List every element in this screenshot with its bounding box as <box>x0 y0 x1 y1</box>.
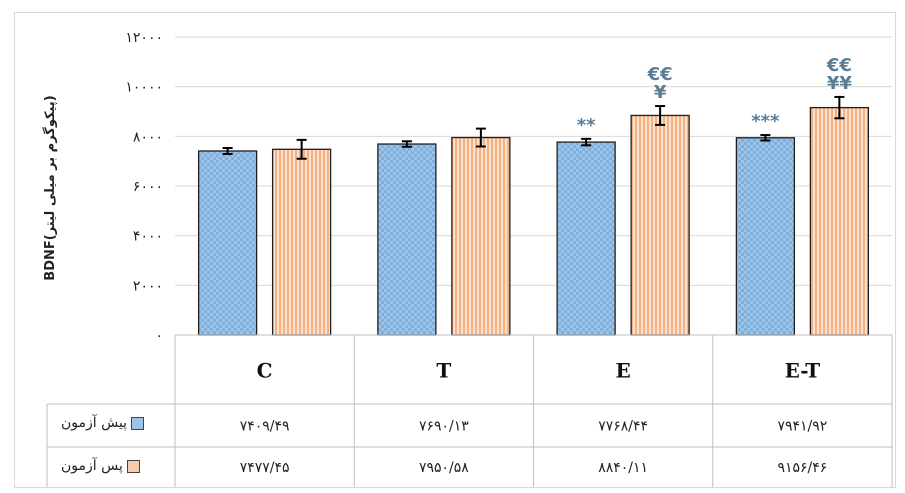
category-label: T <box>436 359 451 383</box>
significance-marker: ¥ <box>654 82 667 103</box>
table-value: ۷۷۶۸/۴۴ <box>598 419 648 435</box>
category-label: C <box>257 359 273 383</box>
legend-row-pretest: پیش آزمون <box>61 411 145 435</box>
table-value: ۹۱۵۶/۴۶ <box>777 460 827 476</box>
significance-marker: €€ <box>826 55 852 76</box>
legend-row-posttest: پس آزمون <box>61 454 140 478</box>
legend-label-posttest: پس آزمون <box>61 458 123 474</box>
bar <box>197 150 258 336</box>
category-label: E <box>616 359 631 383</box>
significance-marker: €€ <box>647 64 673 85</box>
table-value: ۸۸۴۰/۱۱ <box>598 460 648 476</box>
table-value: ۷۴۷۷/۴۵ <box>240 460 290 476</box>
bar <box>271 148 332 336</box>
significance-marker: ¥¥ <box>827 73 853 94</box>
y-tick-label: ۰ <box>155 328 163 344</box>
table-value: ۷۹۴۱/۹۲ <box>777 419 827 435</box>
y-tick-label: ۶۰۰۰ <box>133 179 163 195</box>
legend-swatch-pretest <box>131 416 145 430</box>
y-tick-label: ۸۰۰۰ <box>133 129 163 145</box>
legend-label-pretest: پیش آزمون <box>61 415 128 431</box>
y-tick-label: ۱۰۰۰۰ <box>125 80 163 96</box>
category-label: E-T <box>785 359 821 383</box>
significance-marker: *** <box>751 111 780 132</box>
y-axis-label: BDNF(پیکوگرم بر میلی لیتر) <box>43 95 58 281</box>
y-axis-label-wrap: BDNF(پیکوگرم بر میلی لیتر) <box>39 73 63 303</box>
chart-frame: ۰ ۲۰۰۰ ۴۰۰۰ ۶۰۰۰ ۸۰۰۰ ۱۰۰۰۰ ۱۲۰۰۰ ** €€ ¥ *** €€ ¥¥… <box>14 12 896 488</box>
significance-marker: ** <box>577 115 596 136</box>
table-value: ۷۴۰۹/۴۹ <box>240 419 290 435</box>
bar <box>809 106 870 336</box>
table-value: ۷۶۹۰/۱۳ <box>419 419 469 435</box>
y-tick-label: ۴۰۰۰ <box>133 229 163 245</box>
legend-swatch-posttest <box>126 459 140 473</box>
y-tick-label: ۱۲۰۰۰ <box>125 30 163 46</box>
bar <box>377 143 437 336</box>
y-tick-label: ۲۰۰۰ <box>133 278 163 294</box>
bar <box>735 137 796 336</box>
table-value: ۷۹۵۰/۵۸ <box>419 460 469 476</box>
bar <box>451 136 511 336</box>
bar <box>630 114 690 336</box>
bar <box>556 141 616 336</box>
